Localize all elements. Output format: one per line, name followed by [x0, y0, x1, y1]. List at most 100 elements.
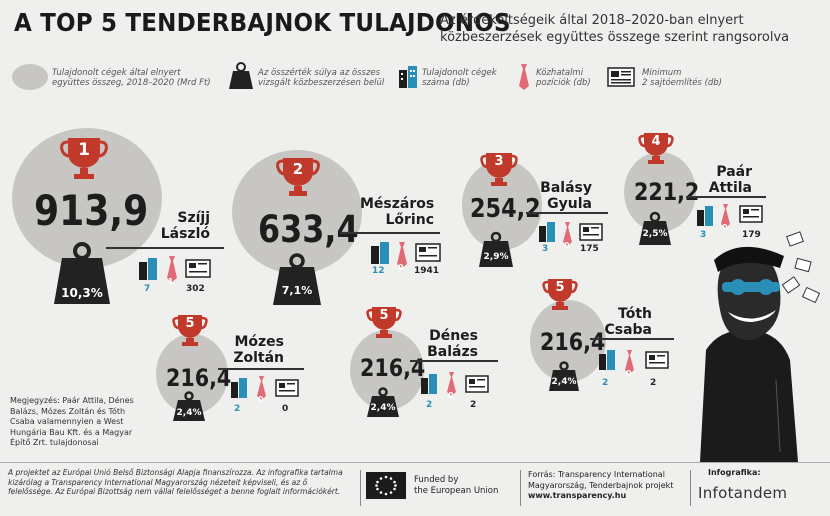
weight-percent: 2,5%: [642, 229, 668, 239]
rank-number: 4: [651, 134, 661, 149]
sum-blob-icon: [12, 64, 48, 90]
press-count: 302: [186, 284, 205, 294]
building-icon: [599, 350, 615, 370]
tie-icon: [519, 64, 529, 90]
person-last-name: László: [160, 226, 210, 242]
newspaper-icon: [739, 205, 763, 223]
trophy-icon: [276, 158, 320, 196]
legend-positions-label: Közhatalmi: [536, 68, 584, 78]
trophy-icon: [366, 307, 402, 338]
funded-by-label: Funded by the European Union: [414, 475, 498, 497]
person-first-name: Mózes: [234, 334, 284, 350]
companies-count: 3: [700, 230, 707, 240]
positions-count: 0: [626, 369, 632, 378]
legend-press-label: Minimum: [642, 68, 682, 78]
sum-value: 633,4: [258, 208, 359, 251]
sum-value: 254,2: [470, 194, 541, 224]
divider-line: [590, 338, 674, 340]
positions-count: 0: [564, 241, 570, 250]
weight-icon: [549, 361, 579, 391]
weight-percent: 2,4%: [370, 403, 396, 413]
companies-count: 2: [426, 400, 433, 410]
companies-count: 2: [234, 404, 241, 414]
sum-value: 913,9: [34, 186, 149, 235]
building-icon: [421, 374, 437, 394]
press-count: 1941: [414, 266, 440, 276]
sum-value: 216,4: [540, 328, 606, 356]
divider-line: [106, 247, 224, 249]
rank-number: 2: [292, 160, 304, 178]
building-icon: [697, 206, 713, 226]
tie-icon: [447, 372, 456, 396]
rank-number: 5: [555, 280, 565, 295]
rank-number: 3: [494, 154, 504, 169]
note-line: Megjegyzés: Paár Attila, Dénes: [10, 396, 134, 405]
legend-sum-label: együttes összeg, 2018–2020 (Mrd Ft): [52, 78, 211, 88]
source-line: Magyarország, Tenderbajnok projekt: [528, 480, 674, 490]
positions-count: 0: [448, 391, 454, 400]
weight-percent: 2,4%: [176, 408, 202, 418]
building-icon: [231, 378, 247, 398]
disclaimer-line: A projektet az Európai Unió Belső Bizton…: [8, 468, 343, 477]
press-count: 0: [282, 404, 289, 414]
divider-line: [218, 368, 304, 370]
person-last-name: Zoltán: [233, 350, 284, 366]
footer-separator: [360, 470, 361, 506]
person-first-name: Mészáros: [360, 196, 435, 212]
press-count: 175: [580, 244, 599, 254]
source-line: Forrás: Transparency International: [528, 470, 665, 479]
person-last-name: Lőrinc: [385, 212, 434, 228]
sum-value: 216,4: [360, 354, 426, 382]
person-last-name: Attila: [708, 180, 752, 196]
infotandem-logo: Infotandem: [698, 484, 788, 502]
positions-count: 0: [398, 263, 404, 272]
weight-icon: [173, 391, 205, 421]
rank-number: 5: [185, 316, 195, 331]
weight-icon: [639, 211, 671, 245]
source-text: Forrás: Transparency International Magya…: [528, 470, 673, 502]
source-link[interactable]: www.transparency.hu: [528, 491, 627, 500]
companies-count: 7: [144, 284, 151, 294]
divider-line: [686, 196, 766, 198]
weight-icon: [229, 62, 253, 89]
weight-icon: [54, 242, 110, 304]
legend-press-label: 2 sajtóemlítés (db): [642, 78, 722, 88]
funded-line: the European Union: [414, 486, 499, 496]
tie-icon: [167, 256, 177, 282]
weight-icon: [367, 387, 399, 417]
positions-count: 1: [168, 277, 174, 286]
newspaper-icon: [415, 243, 441, 262]
press-count: 2: [470, 400, 477, 410]
eu-flag-icon: [366, 472, 406, 499]
trophy-icon: [542, 279, 578, 310]
person-last-name: Gyula: [547, 196, 592, 212]
subtitle-line: közbeszerzések együttes összege szerint …: [440, 30, 790, 45]
sum-value: 221,2: [634, 178, 700, 206]
legend-companies-label: száma (db): [422, 78, 470, 88]
divider-line: [410, 360, 498, 362]
newspaper-icon: [275, 379, 299, 397]
divider-line: [526, 212, 608, 214]
person-last-name: Balázs: [427, 344, 478, 360]
footer-separator: [520, 470, 521, 506]
note-line: Balázs, Mózes Zoltán és Tóth: [10, 406, 126, 416]
funded-line: Funded by: [414, 475, 459, 485]
infographic-label: Infografika:: [708, 468, 761, 477]
tie-icon: [721, 204, 730, 228]
person-first-name: Szíjj: [177, 210, 210, 226]
shady-man-illustration: [700, 231, 821, 462]
rank-number: 1: [78, 140, 90, 160]
building-icon: [539, 222, 555, 242]
tie-icon: [397, 242, 407, 268]
companies-count: 2: [602, 378, 609, 388]
press-count: 179: [742, 230, 761, 240]
person-first-name: Tóth: [618, 306, 652, 322]
weight-percent: 2,9%: [483, 252, 509, 262]
weight-percent: 7,1%: [281, 284, 313, 297]
press-count: 2: [650, 378, 657, 388]
trophy-icon: [480, 153, 518, 186]
person-first-name: Balásy: [540, 180, 592, 196]
page-subtitle: Az érdekeltségeik által 2018–2020-ban el…: [440, 12, 820, 46]
weight-icon: [479, 231, 513, 267]
newspaper-icon: [185, 259, 211, 278]
